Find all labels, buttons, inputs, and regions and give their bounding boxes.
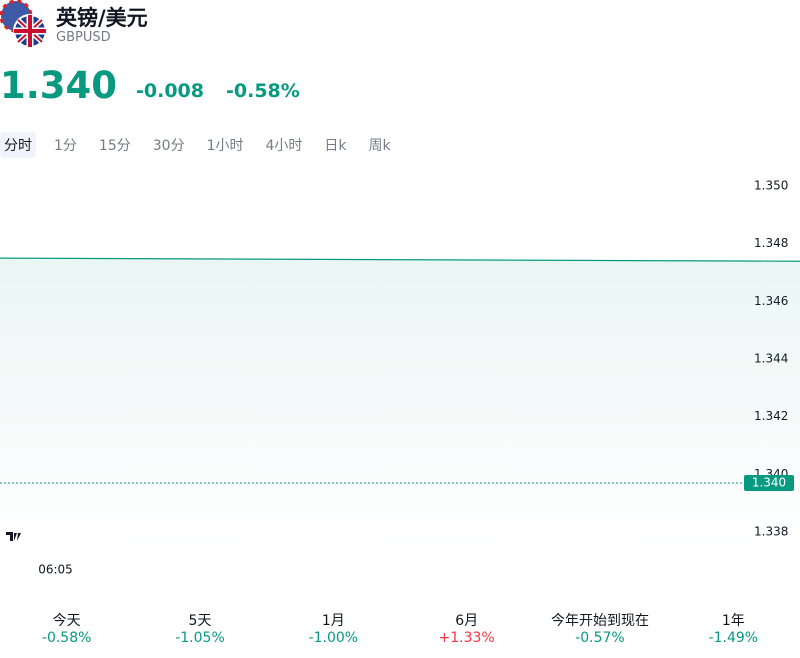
perf-change: -1.49% xyxy=(708,630,759,646)
change: -0.008 xyxy=(136,80,204,102)
performance: 今天 -0.58% 5天 -1.05% 1月 -1.00% 6月 +1.33% 今年开始到现在 -… xyxy=(0,610,800,646)
tab[interactable]: 4小时 xyxy=(265,138,303,154)
tab[interactable]: 日k xyxy=(324,138,347,154)
x-tick-label: 06:05 xyxy=(38,563,73,577)
perf-change: -0.58% xyxy=(41,630,92,646)
perf-period: 6月 xyxy=(455,613,479,629)
perf-cell: 6月 +1.33% xyxy=(400,610,533,646)
perf-period: 1月 xyxy=(321,613,345,629)
perf-period: 1年 xyxy=(721,613,745,629)
perf-change: -1.00% xyxy=(308,630,359,646)
tab[interactable]: 分时 xyxy=(0,132,36,158)
perf-change: -1.05% xyxy=(175,630,225,646)
tab[interactable]: 15分 xyxy=(98,138,131,154)
y-tick-label: 1.350 xyxy=(754,179,788,193)
perf-cell: 今天 -0.58% xyxy=(0,610,133,646)
perf-period: 今年开始到现在 xyxy=(550,613,649,629)
perf-cell: 1月 -1.00% xyxy=(267,610,400,646)
perf-cell: 1年 -1.49% xyxy=(667,610,800,646)
perf-change: -0.57% xyxy=(575,630,625,646)
tab[interactable]: 1分 xyxy=(54,138,77,154)
tab[interactable]: 30分 xyxy=(152,138,185,154)
area xyxy=(0,258,800,547)
perf-period: 今天 xyxy=(52,613,81,629)
tab[interactable]: 1小时 xyxy=(206,138,244,154)
last-price-label: 1.340 xyxy=(752,475,786,489)
perf-cell: 5天 -1.05% xyxy=(133,610,266,646)
last-price-badge xyxy=(744,474,794,491)
flags xyxy=(0,0,47,48)
symbol: GBPUSD xyxy=(56,30,111,45)
tab[interactable]: 周k xyxy=(368,138,391,154)
y-tick-label: 1.348 xyxy=(754,236,788,250)
price: 1.340 xyxy=(0,64,118,107)
perf-change: +1.33% xyxy=(438,630,495,646)
perf-cell: 今年开始到现在 -0.57% xyxy=(533,610,666,646)
change-pct: -0.58% xyxy=(226,80,300,102)
perf-period: 5天 xyxy=(188,613,212,629)
tabs: 分时 1分 15分 30分 1小时 4小时 日k 周k xyxy=(0,132,409,158)
title: 英镑/美元 xyxy=(56,6,148,30)
